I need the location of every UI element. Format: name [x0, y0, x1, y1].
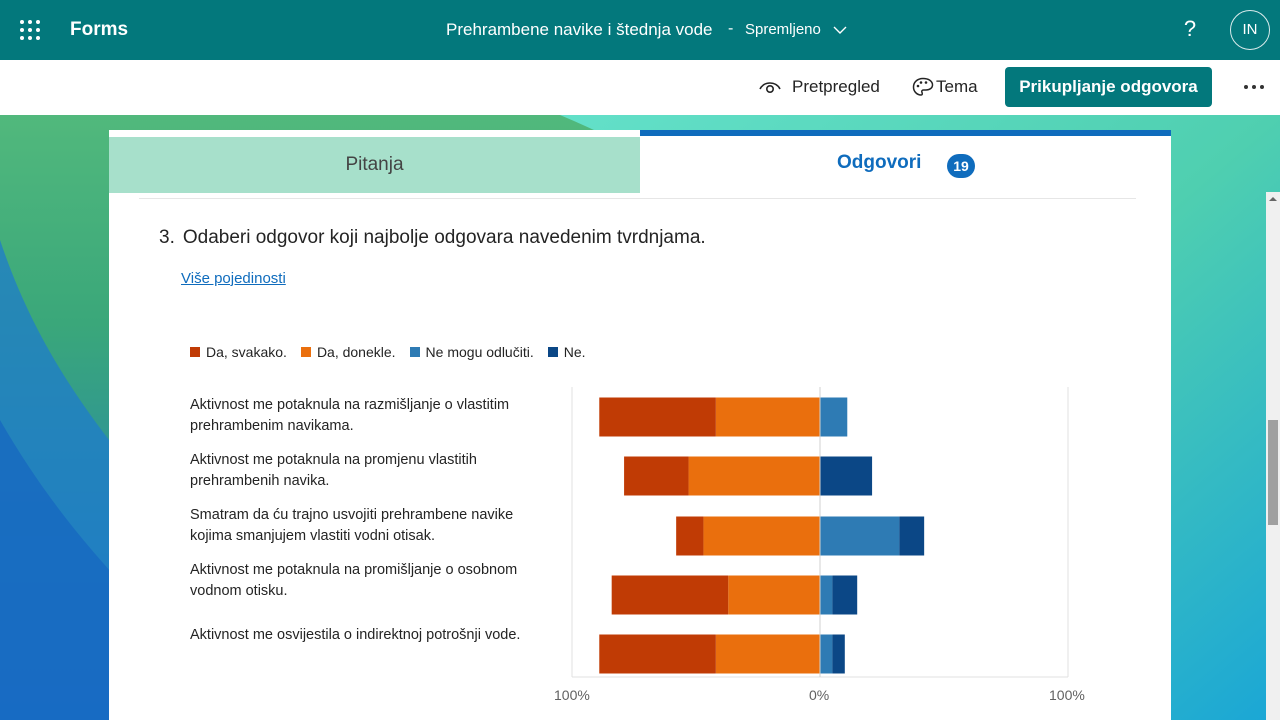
statement-label: Aktivnost me potaknula na promjenu vlast…	[190, 452, 477, 489]
statement-label: Aktivnost me potaknula na promišljanje o…	[190, 562, 518, 599]
legend-swatch	[547, 347, 558, 357]
save-status: Spremljeno	[745, 21, 821, 38]
bar-segment-da-donekle	[715, 634, 820, 674]
legend-label: Ne mogu odlučiti.	[425, 344, 534, 360]
bar-segment-da-donekle	[715, 397, 820, 437]
response-count-badge: 19	[947, 154, 975, 178]
theme-button[interactable]: Tema	[912, 77, 978, 97]
legend-label: Ne.	[563, 344, 586, 360]
tab-responses-label: Odgovori	[837, 152, 922, 173]
scrollbar-thumb[interactable]	[1268, 420, 1278, 525]
more-options-icon[interactable]	[1243, 76, 1265, 98]
scroll-up-arrow-icon[interactable]	[1266, 192, 1280, 206]
chevron-down-icon[interactable]	[832, 22, 848, 38]
preview-button[interactable]: Pretpregled	[758, 77, 880, 97]
bar-segment-ne	[832, 634, 845, 674]
bar-segment-da-donekle	[728, 575, 820, 615]
results-card: Pitanja Odgovori 19 3. Odaberi odgovor ko…	[109, 130, 1171, 720]
x-tick-label: 100%	[554, 687, 590, 703]
bar-segment-da-donekle	[688, 456, 820, 496]
bar-segment-ne-mogu-odluciti	[820, 575, 833, 615]
avatar[interactable]: IN	[1230, 10, 1270, 50]
bar-segment-da-svakako	[624, 456, 689, 496]
bar-segment-ne-mogu-odluciti	[820, 516, 900, 556]
question-title: 3. Odaberi odgovor koji najbolje odgovara…	[159, 227, 706, 249]
app-launcher-icon[interactable]	[20, 20, 40, 40]
palette-icon	[912, 77, 934, 96]
legend-swatch	[300, 347, 311, 357]
more-details-link[interactable]: Više pojedinosti	[181, 270, 286, 287]
bar-segment-ne	[899, 516, 925, 556]
bar-segment-ne	[832, 575, 858, 615]
legend-label: Da, donekle.	[316, 344, 396, 360]
legend-item[interactable]: Ne mogu odlučiti.	[409, 344, 534, 360]
eye-icon	[759, 82, 781, 94]
statement-label: Smatram da ću trajno usvojiti prehramben…	[190, 507, 514, 544]
statement-label: Aktivnost me osvijestila o indirektnoj p…	[190, 627, 521, 643]
legend-item[interactable]: Da, svakako.	[190, 344, 287, 360]
legend-swatch	[409, 347, 420, 357]
statement-label: Aktivnost me potaknula na razmišljanje o…	[190, 397, 510, 434]
collect-responses-button[interactable]: Prikupljanje odgovora	[1005, 67, 1212, 107]
legend-swatch	[190, 347, 200, 357]
bar-segment-da-svakako	[611, 575, 729, 615]
preview-label: Pretpregled	[792, 77, 880, 96]
bar-segment-da-donekle	[703, 516, 820, 556]
bar-segment-da-svakako	[599, 397, 716, 437]
command-bar: Pretpregled Tema Prikupljanje odgovora	[0, 60, 1280, 115]
question-number: 3.	[159, 227, 175, 248]
divider	[139, 198, 1136, 199]
bar-segment-ne	[820, 456, 873, 496]
app-name[interactable]: Forms	[70, 19, 129, 40]
legend-label: Da, svakako.	[206, 344, 287, 360]
question-text: Odaberi odgovor koji najbolje odgovara n…	[182, 227, 706, 248]
bar-segment-ne-mogu-odluciti	[820, 397, 848, 437]
x-tick-label: 0%	[809, 687, 830, 703]
legend-item[interactable]: Ne.	[547, 344, 586, 360]
legend-item[interactable]: Da, donekle.	[300, 344, 396, 360]
bar-segment-da-svakako	[599, 634, 716, 674]
bar-segment-da-svakako	[676, 516, 704, 556]
tab-questions[interactable]: Pitanja	[109, 137, 640, 193]
help-icon[interactable]: ?	[1183, 16, 1197, 41]
tab-responses[interactable]: Odgovori 19	[640, 130, 1171, 193]
document-title[interactable]: Prehrambene navike i štednja vode	[446, 20, 713, 39]
likert-bar-chart	[571, 387, 1069, 678]
x-tick-label: 100%	[1049, 687, 1085, 703]
title-separator: -	[728, 20, 734, 37]
theme-label: Tema	[936, 77, 978, 96]
chart-legend: Da, svakako. Da, donekle. Ne mogu odluči…	[190, 344, 600, 360]
app-header: Forms Prehrambene navike i štednja vode …	[0, 0, 1280, 60]
bar-segment-ne-mogu-odluciti	[820, 634, 833, 674]
